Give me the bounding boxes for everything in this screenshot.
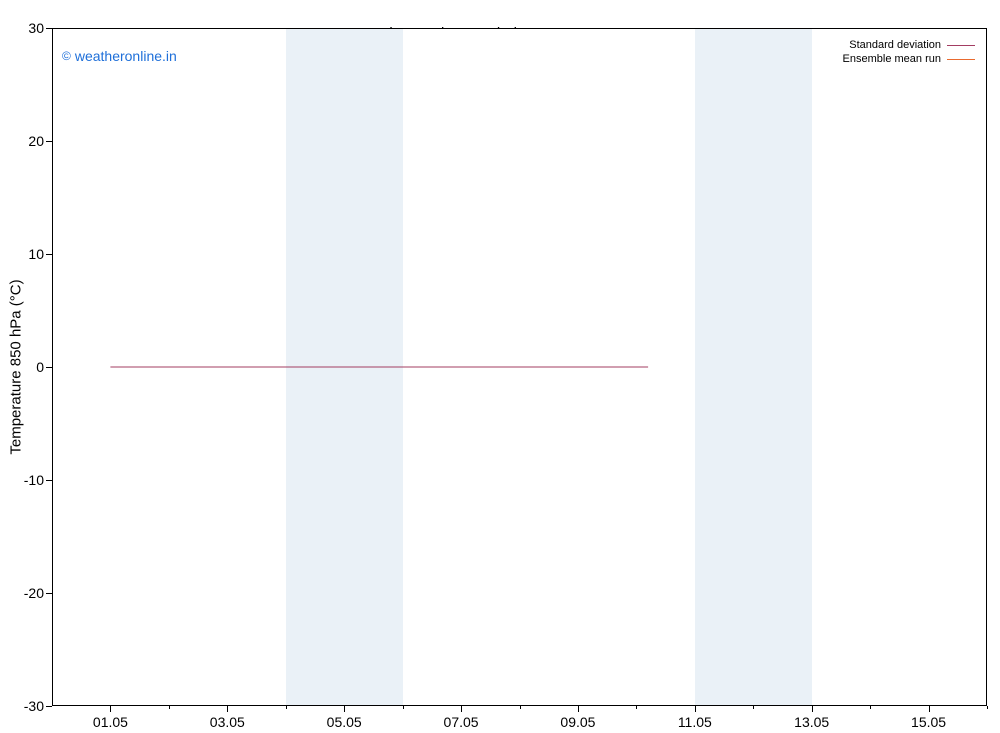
legend: Standard deviation Ensemble mean run	[843, 38, 975, 66]
y-tick-label: -30	[24, 698, 44, 714]
x-tick-mark	[461, 706, 462, 712]
x-minor-tick-mark	[169, 706, 170, 709]
y-tick-mark	[46, 28, 52, 29]
y-tick-mark	[46, 141, 52, 142]
x-minor-tick-mark	[403, 706, 404, 709]
x-minor-tick-mark	[870, 706, 871, 709]
legend-label: Standard deviation	[849, 39, 947, 51]
x-tick-label: 15.05	[911, 714, 946, 730]
x-tick-mark	[695, 706, 696, 712]
plot-area: -30-20-100102030 01.0503.0505.0507.0509.…	[52, 28, 987, 706]
watermark: © weatheronline.in	[62, 48, 177, 64]
x-tick-label: 05.05	[327, 714, 362, 730]
y-tick-mark	[46, 480, 52, 481]
x-minor-tick-mark	[987, 706, 988, 709]
legend-swatch	[947, 45, 975, 46]
y-tick-label: -20	[24, 585, 44, 601]
legend-label: Ensemble mean run	[843, 53, 947, 65]
y-tick-label: 30	[28, 20, 44, 36]
x-tick-mark	[578, 706, 579, 712]
legend-swatch	[947, 59, 975, 60]
x-tick-label: 03.05	[210, 714, 245, 730]
y-tick-label: 10	[28, 246, 44, 262]
legend-item: Ensemble mean run	[843, 52, 975, 66]
x-tick-label: 09.05	[560, 714, 595, 730]
x-tick-mark	[929, 706, 930, 712]
y-tick-mark	[46, 593, 52, 594]
x-tick-label: 13.05	[794, 714, 829, 730]
y-tick-label: -10	[24, 472, 44, 488]
x-tick-mark	[812, 706, 813, 712]
x-tick-mark	[110, 706, 111, 712]
copyright-icon: ©	[62, 49, 71, 63]
y-tick-mark	[46, 706, 52, 707]
chart-lines	[52, 28, 987, 706]
x-tick-label: 01.05	[93, 714, 128, 730]
x-minor-tick-mark	[520, 706, 521, 709]
legend-item: Standard deviation	[843, 38, 975, 52]
y-tick-label: 0	[36, 359, 44, 375]
x-tick-mark	[227, 706, 228, 712]
y-axis-label: Temperature 850 hPa (°C)	[8, 279, 25, 454]
y-tick-label: 20	[28, 133, 44, 149]
x-minor-tick-mark	[636, 706, 637, 709]
x-tick-label: 07.05	[444, 714, 479, 730]
x-minor-tick-mark	[753, 706, 754, 709]
watermark-text: weatheronline.in	[75, 48, 177, 64]
y-tick-mark	[46, 367, 52, 368]
y-tick-mark	[46, 254, 52, 255]
x-minor-tick-mark	[286, 706, 287, 709]
x-tick-mark	[344, 706, 345, 712]
x-tick-label: 11.05	[678, 714, 712, 730]
